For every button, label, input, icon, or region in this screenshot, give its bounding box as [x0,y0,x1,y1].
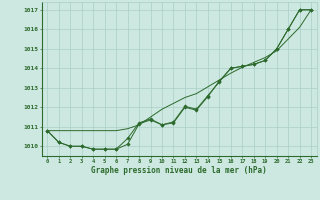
X-axis label: Graphe pression niveau de la mer (hPa): Graphe pression niveau de la mer (hPa) [91,166,267,175]
